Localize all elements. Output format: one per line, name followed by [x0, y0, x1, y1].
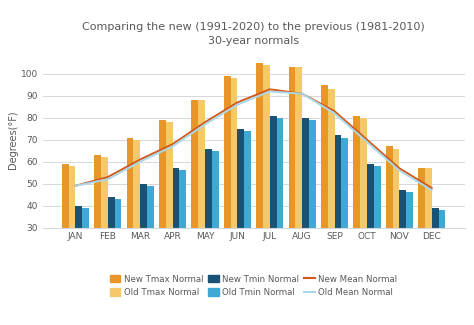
Bar: [289, 67, 295, 293]
Bar: [341, 137, 348, 293]
Bar: [418, 168, 425, 293]
Bar: [94, 155, 101, 293]
Bar: [353, 116, 360, 293]
Bar: [75, 206, 82, 293]
Bar: [302, 118, 309, 293]
Bar: [432, 208, 438, 293]
Bar: [173, 168, 180, 293]
Bar: [69, 166, 75, 293]
Title: Comparing the new (1991-2020) to the previous (1981-2010)
30-year normals: Comparing the new (1991-2020) to the pre…: [82, 22, 425, 46]
Y-axis label: Degrees(°F): Degrees(°F): [8, 111, 18, 169]
Bar: [406, 192, 413, 293]
Bar: [321, 85, 328, 293]
Bar: [386, 146, 392, 293]
Bar: [374, 166, 381, 293]
Bar: [335, 135, 341, 293]
Bar: [309, 120, 316, 293]
Bar: [191, 100, 198, 293]
Bar: [108, 197, 115, 293]
Legend: New Tmax Normal, Old Tmax Normal, New Tmin Normal, Old Tmin Normal, New Mean Nor: New Tmax Normal, Old Tmax Normal, New Tm…: [110, 275, 397, 297]
Bar: [166, 122, 173, 293]
Bar: [425, 168, 432, 293]
Bar: [82, 208, 89, 293]
Bar: [328, 89, 335, 293]
Bar: [438, 210, 446, 293]
Bar: [147, 186, 154, 293]
Bar: [360, 118, 367, 293]
Bar: [224, 76, 230, 293]
Bar: [400, 190, 406, 293]
Bar: [133, 140, 140, 293]
Bar: [270, 116, 277, 293]
Bar: [277, 118, 283, 293]
Bar: [140, 184, 147, 293]
Bar: [62, 164, 69, 293]
Bar: [263, 65, 270, 293]
Bar: [392, 149, 400, 293]
Bar: [367, 164, 374, 293]
Bar: [237, 129, 244, 293]
Bar: [101, 157, 108, 293]
Bar: [180, 171, 186, 293]
Bar: [295, 67, 302, 293]
Bar: [212, 151, 219, 293]
Bar: [205, 149, 212, 293]
Bar: [256, 63, 263, 293]
Bar: [230, 78, 237, 293]
Bar: [115, 199, 121, 293]
Bar: [127, 137, 133, 293]
Bar: [244, 131, 251, 293]
Bar: [159, 120, 166, 293]
Bar: [198, 100, 205, 293]
